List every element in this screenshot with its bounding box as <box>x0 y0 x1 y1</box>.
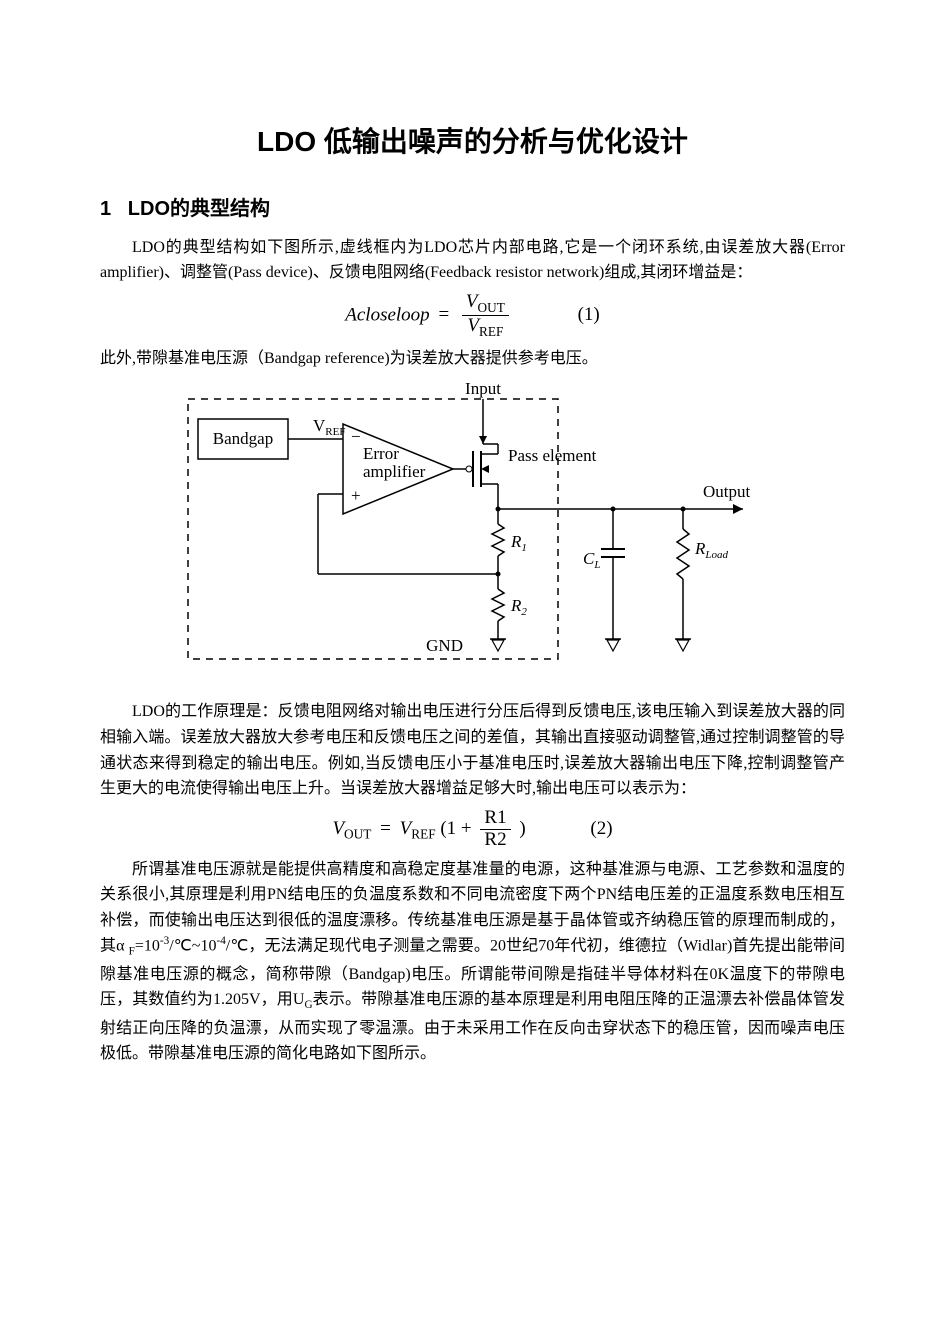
f2-rhs-sub: REF <box>411 826 435 841</box>
label-gnd: GND <box>426 636 463 655</box>
rload-resistor <box>677 529 689 579</box>
r2-resistor <box>492 589 504 621</box>
label-erramp2: amplifier <box>363 462 426 481</box>
r1-resistor <box>492 524 504 556</box>
label-r1: R1 <box>510 532 527 554</box>
page-container: LDO 低输出噪声的分析与优化设计 1 LDO的典型结构 LDO的典型结构如下图… <box>0 0 945 1337</box>
formula-1: Acloseloop = VOUT VREF (1) <box>100 292 845 340</box>
label-output: Output <box>703 482 751 501</box>
gnd-r2 <box>490 639 506 651</box>
gnd-rload <box>675 639 691 651</box>
label-erramp1: Error <box>363 444 399 463</box>
label-r2: R2 <box>510 596 527 618</box>
f2-label: (2) <box>590 818 612 839</box>
paragraph-3: LDO的工作原理是：反馈电阻网络对输出电压进行分压后得到反馈电压,该电压输入到误… <box>100 699 845 801</box>
label-cl: CL <box>583 549 600 571</box>
f2-eq: = <box>380 818 391 839</box>
p4-us: G <box>304 1000 312 1012</box>
paragraph-1: LDO的典型结构如下图所示,虚线框内为LDO芯片内部电路,它是一个闭环系统,由误… <box>100 235 845 286</box>
formula1-den-sub: REF <box>479 324 503 339</box>
f2-open: (1 + <box>440 818 471 839</box>
amp-minus: − <box>351 427 361 446</box>
label-vref: VREF <box>313 416 345 438</box>
f2-rhs-v: V <box>400 818 412 839</box>
formula1-label: (1) <box>578 304 600 325</box>
f2-close: ) <box>519 818 525 839</box>
label-input: Input <box>465 379 501 398</box>
p4b: =10 <box>135 938 160 955</box>
formula1-eq: = <box>438 304 449 325</box>
label-bandgap: Bandgap <box>212 429 272 448</box>
f2-lhs-sub: OUT <box>344 826 371 841</box>
label-rload: RLoad <box>694 539 729 561</box>
gnd-cl <box>605 639 621 651</box>
label-pass: Pass element <box>508 446 597 465</box>
paragraph-4: 所谓基准电压源就是能提供高精度和高稳定度基准量的电源，这种基准源与电源、工艺参数… <box>100 857 845 1067</box>
formula1-den: V <box>467 315 479 336</box>
formula1-num: V <box>466 291 478 312</box>
p4-exp2: -4 <box>216 935 225 947</box>
p4c: /℃~10 <box>169 938 216 955</box>
section-number: 1 <box>100 198 111 220</box>
p4-exp1: -3 <box>160 935 169 947</box>
formula1-lhs: Acloseloop <box>345 304 429 325</box>
formula1-num-sub: OUT <box>478 300 505 315</box>
f2-lhs-v: V <box>332 818 344 839</box>
formula1-fraction: VOUT VREF <box>462 292 509 340</box>
document-title: LDO 低输出噪声的分析与优化设计 <box>100 120 845 165</box>
section-title: LDO的典型结构 <box>128 198 270 220</box>
ldo-circuit-diagram: Input Bandgap VREF Error amplifier − + <box>163 379 783 679</box>
section-1-heading: 1 LDO的典型结构 <box>100 193 845 225</box>
f2-frac: R1 R2 <box>480 808 510 851</box>
paragraph-2: 此外,带隙基准电压源（Bandgap reference)为误差放大器提供参考电… <box>100 346 845 372</box>
amp-plus: + <box>351 486 361 505</box>
formula-2: VOUT = VREF (1 + R1 R2 ) (2) <box>100 808 845 851</box>
